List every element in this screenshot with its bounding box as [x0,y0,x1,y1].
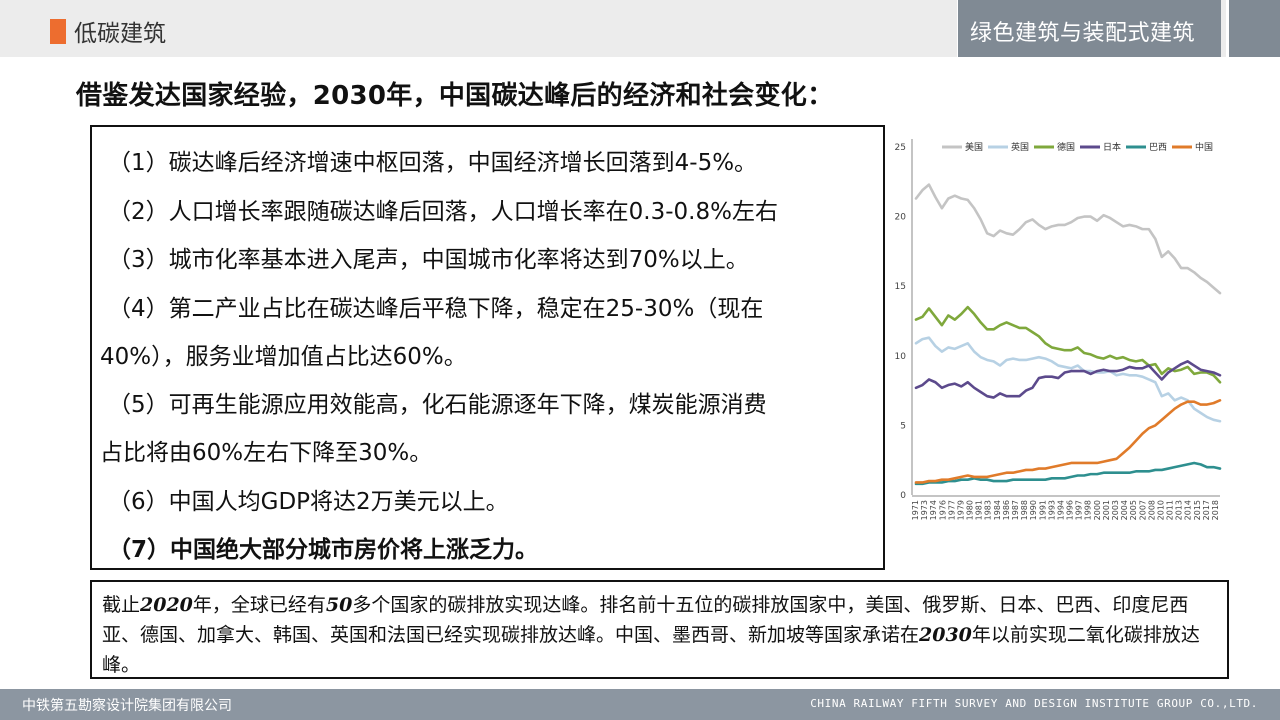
x-tick-label: 2008 [1147,500,1156,520]
tab-green-building[interactable]: 绿色建筑与装配式建筑 [957,0,1221,57]
series-line [914,336,1222,423]
x-tick-label: 2011 [1166,500,1175,520]
page-title: 借鉴发达国家经验，2030年，中国碳达峰后的经济和社会变化： [76,81,834,111]
series-line [914,305,1222,384]
series-line [914,461,1222,486]
footer-company-en: CHINA RAILWAY FIFTH SURVEY AND DESIGN IN… [810,697,1258,710]
x-tick-label: 1988 [1020,500,1029,520]
x-tick-label: 1984 [993,500,1002,520]
x-tick-label: 1980 [966,500,975,520]
x-tick-label: 1990 [1029,500,1038,520]
x-tick-label: 2001 [1102,500,1111,520]
x-tick-label: 1981 [975,500,984,520]
x-tick-label: 1973 [920,500,929,520]
x-tick-label: 1974 [929,500,938,520]
note-year: 2030 [919,624,972,646]
x-tick-label: 2010 [1156,500,1165,520]
x-tick-label: 1998 [1084,500,1093,520]
emission-share-chart: 0 5 10 15 20 25 1971 1973 1974 1976 1977 1979 1980 19… [890,125,1230,570]
x-tick-label: 1987 [1011,500,1020,520]
header-accent-mark [50,19,66,44]
x-tick-label: 2013 [1175,500,1184,520]
x-tick-label: 1977 [947,500,956,520]
x-tick-label: 2018 [1211,500,1220,520]
series-line [914,360,1222,399]
footer-company: 中铁第五勘察设计院集团有限公司 [22,698,232,714]
x-tick-label: 1983 [984,500,993,520]
x-tick-label: 1997 [1075,500,1084,520]
series-line [914,183,1222,295]
x-tick-label: 1979 [956,500,965,520]
x-tick-label: 2007 [1138,500,1147,520]
list-item: （1）碳达峰后经济增速中枢回落，中国经济增长回落到4-5%。 [108,150,758,176]
legend-label: 英国 [1011,141,1029,153]
note-box: 截止2020年，全球已经有50多个国家的碳排放实现达峰。排名前十五位的碳排放国家… [90,580,1229,679]
legend-label: 美国 [965,141,983,153]
note-part: 年以前实现二氧化碳排放达峰。 [102,624,1200,676]
list-item-continued: 占比将由60%左右下降至30%。 [100,440,433,466]
main-points-box: （1）碳达峰后经济增速中枢回落，中国经济增长回落到4-5%。 （2）人口增长率跟… [90,125,885,570]
legend-label: 德国 [1057,141,1075,153]
y-tick-label: 0 [900,491,906,501]
legend-label: 中国 [1195,141,1213,153]
y-tick-label: 25 [895,143,906,153]
note-part: 年，全球已经有 [192,594,326,616]
footer-bar: 中铁第五勘察设计院集团有限公司 CHINA RAILWAY FIFTH SURV… [0,689,1280,720]
y-tick-label: 10 [895,352,907,362]
x-tick-label: 2000 [1093,500,1102,520]
header-bar: 低碳建筑 绿色建筑与装配式建筑 [0,0,1280,57]
legend-label: 巴西 [1149,142,1167,153]
list-item: （6）中国人均GDP将达2万美元以上。 [108,489,509,515]
list-item: （5）可再生能源应用效能高，化石能源逐年下降，煤炭能源消费 [108,392,767,418]
note-year: 2020 [140,594,193,616]
x-tick-label: 1993 [1047,500,1056,520]
x-tick-label: 2005 [1129,500,1138,520]
x-tick-label: 1994 [1056,500,1065,520]
x-tick-label: 2015 [1193,500,1202,520]
x-tick-label: 2003 [1111,500,1120,520]
y-tick-label: 15 [895,282,906,292]
legend-label: 日本 [1103,141,1121,153]
y-tick-label: 20 [895,213,907,223]
note-number: 50 [325,594,353,616]
note-part: 多个国家的碳排放实现达峰。排名前十五位的碳排放国家中，美国、俄罗斯、日本、巴西、… [102,594,1189,646]
list-item: （3）城市化率基本进入尾声，中国城市化率将达到70%以上。 [108,247,749,273]
x-tick-label: 2017 [1202,500,1211,520]
header-side-block [1226,0,1280,57]
y-tick-label: 5 [900,421,906,431]
x-tick-label: 1996 [1066,500,1075,520]
x-tick-label: 1986 [1002,500,1011,520]
note-part: 截止 [102,594,141,616]
list-item-highlight: （7）中国绝大部分城市房价将上涨乏力。 [108,537,539,563]
list-item: （4）第二产业占比在碳达峰后平稳下降，稳定在25-30%（现在 [108,296,764,322]
section-title: 低碳建筑 [74,21,166,47]
tab-label: 绿色建筑与装配式建筑 [970,21,1196,46]
x-tick-label: 1991 [1038,500,1047,520]
x-tick-label: 1976 [938,500,947,520]
x-tick-label: 1971 [911,500,920,520]
note-text: 截止2020年，全球已经有50多个国家的碳排放实现达峰。排名前十五位的碳排放国家… [102,590,1222,680]
list-item: （2）人口增长率跟随碳达峰后回落，人口增长率在0.3-0.8%左右 [108,199,778,225]
series-line [914,399,1222,484]
x-tick-label: 2004 [1120,500,1129,520]
list-item-continued: 40%），服务业增加值占比达60%。 [100,344,467,370]
x-tick-label: 2014 [1184,500,1193,520]
